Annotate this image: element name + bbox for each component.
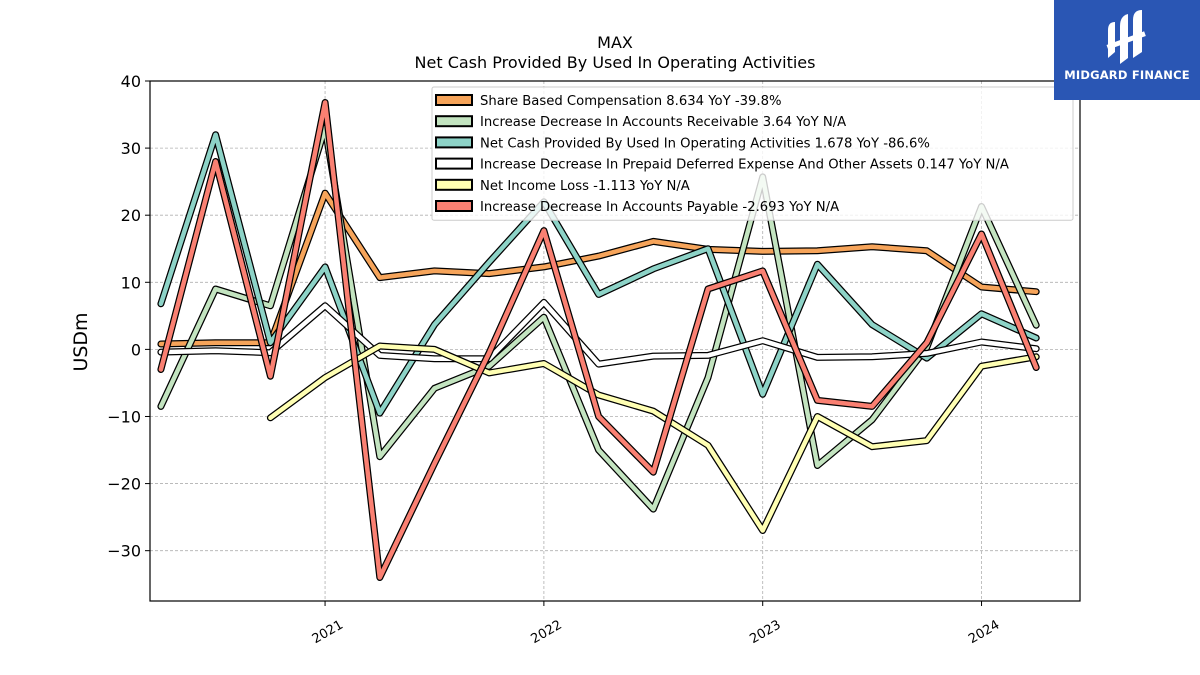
legend-box — [431, 86, 1074, 221]
legend-label: Increase Decrease In Accounts Payable -2… — [480, 200, 839, 215]
series-line-0 — [158, 190, 1039, 347]
x-tick-label: 2024 — [966, 618, 1002, 648]
y-tick-label: 30 — [121, 139, 141, 158]
legend-swatch — [435, 157, 473, 170]
y-tick-label: −20 — [107, 475, 141, 494]
legend-swatch — [435, 115, 473, 128]
legend-label: Net Cash Provided By Used In Operating A… — [480, 136, 930, 151]
y-tick-label: −30 — [107, 542, 141, 561]
y-tick-label: −10 — [107, 407, 141, 426]
legend-swatch — [435, 200, 473, 212]
x-tick-label: 2022 — [529, 618, 565, 648]
legend-label: Increase Decrease In Prepaid Deferred Ex… — [480, 158, 1009, 173]
legend-swatch — [435, 178, 473, 191]
series-line-5 — [158, 100, 1039, 580]
legend: Share Based Compensation 8.634 YoY -39.8… — [431, 86, 1074, 221]
plot-frame — [149, 80, 1081, 602]
y-tick-label: 10 — [121, 273, 141, 292]
chart-title: MAX — [597, 33, 633, 52]
legend-label: Share Based Compensation 8.634 YoY -39.8… — [480, 94, 782, 109]
x-tick-label: 2023 — [747, 618, 783, 648]
series-line-2 — [158, 132, 1039, 416]
logo-mark-icon — [1106, 10, 1146, 64]
series-line-4 — [268, 343, 1039, 533]
series-line-3 — [158, 300, 1039, 367]
legend-swatch — [435, 136, 473, 149]
y-tick-label: 40 — [121, 72, 141, 91]
midgard-finance-logo: MIDGARD FINANCE — [1054, 0, 1200, 100]
y-tick-label: 0 — [131, 340, 141, 359]
legend-label: Increase Decrease In Accounts Receivable… — [480, 115, 846, 130]
chart-subtitle: Net Cash Provided By Used In Operating A… — [415, 53, 816, 72]
y-axis-label: USDm — [70, 312, 92, 371]
legend-label: Net Income Loss -1.113 YoY N/A — [480, 179, 690, 194]
logo-text: MIDGARD FINANCE — [1064, 68, 1190, 82]
y-tick-label: 20 — [121, 206, 141, 225]
series-lines — [157, 99, 1040, 581]
legend-swatch — [435, 94, 473, 106]
x-tick-label: 2021 — [310, 618, 346, 648]
